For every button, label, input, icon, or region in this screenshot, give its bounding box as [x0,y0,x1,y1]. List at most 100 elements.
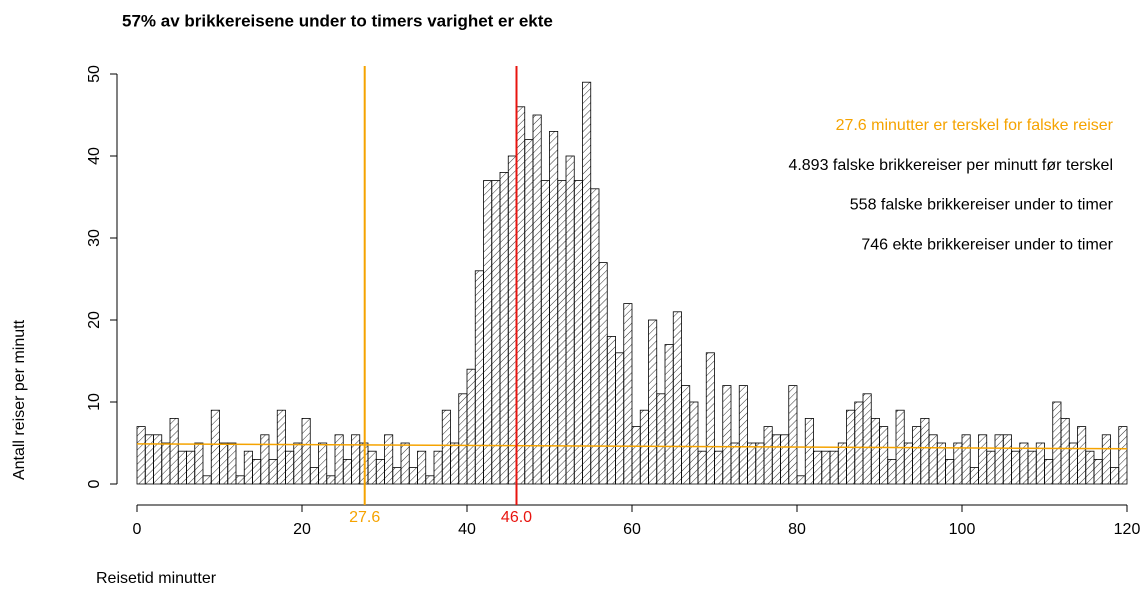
annotation: 746 ekte brikkereiser under to timer [861,236,1113,253]
bar [920,417,930,485]
bar [648,319,658,485]
bar [227,442,237,485]
bar [1118,426,1128,485]
bar [186,450,196,485]
bar [961,434,971,485]
bar [804,417,814,485]
annotation: 558 falske brikkereiser under to timer [850,197,1114,214]
bar [499,171,509,485]
bar [177,450,187,485]
bar [342,458,352,485]
bar [169,417,179,485]
y-tick-label: 40 [86,147,103,165]
bar [351,434,361,485]
bar [788,385,798,485]
bar [483,180,493,485]
x-tick-label: 80 [788,521,806,538]
bar [705,352,715,485]
y-tick-label: 50 [86,65,103,83]
bar [202,475,212,485]
bar [1060,417,1070,485]
bar [194,442,204,485]
bar [887,458,897,485]
bar [1093,458,1103,485]
bar [268,458,278,485]
y-axis-label: Antall reiser per minutt [11,319,28,480]
bar [161,442,171,485]
bar [664,344,674,485]
bar [433,450,443,485]
bar [912,426,922,485]
bar [1052,401,1062,485]
y-tick-label: 20 [86,311,103,329]
annotation: 27.6 minutter er terskel for falske reis… [836,117,1114,134]
y-tick-label: 10 [86,393,103,411]
bar [219,442,229,485]
bar [334,434,344,485]
bar [1027,450,1037,485]
bar [392,467,402,485]
bar [681,385,691,485]
bar [417,450,427,485]
bar [879,426,889,485]
bar [928,434,938,485]
y-tick-label: 0 [86,479,103,488]
threshold-label: 46.0 [501,509,532,526]
bar [755,442,765,485]
bar [573,180,583,485]
bar [326,475,336,485]
bar [144,434,154,485]
annotation: 4.893 falske brikkereiser per minutt før… [788,157,1113,174]
bar [936,442,946,485]
bar [1002,434,1012,485]
bar [813,450,823,485]
bar [507,155,517,485]
bar [516,106,526,485]
bar [656,393,666,485]
y-tick-label: 30 [86,229,103,247]
bar [953,442,963,485]
bar [697,450,707,485]
bar [318,442,328,485]
bar [771,434,781,485]
bar [837,442,847,485]
x-tick-label: 60 [623,521,641,538]
bar [367,450,377,485]
bar [408,467,418,485]
bar [730,442,740,485]
bar [1044,458,1054,485]
bar [557,180,567,485]
bar [276,409,286,485]
bar [474,270,484,485]
bar [590,188,600,485]
x-tick-label: 120 [1114,521,1141,538]
bar [309,467,319,485]
bar [1035,442,1045,485]
bar [862,393,872,485]
bar [722,385,732,485]
bar [763,426,773,485]
bar [565,155,575,485]
bar [243,450,253,485]
bar [524,139,534,485]
bar [540,180,550,485]
bar [491,180,501,485]
bar [425,475,435,485]
bar [606,335,616,485]
bar [466,368,476,485]
bar [978,434,988,485]
bar [714,450,724,485]
bar [821,450,831,485]
bar [945,458,955,485]
x-tick-label: 20 [293,521,311,538]
bar [252,458,262,485]
bar [582,81,592,485]
bar [623,303,633,485]
bar [1085,450,1095,485]
bar [450,442,460,485]
bar [549,130,559,485]
bar [829,450,839,485]
bar [301,417,311,485]
bar [293,442,303,485]
